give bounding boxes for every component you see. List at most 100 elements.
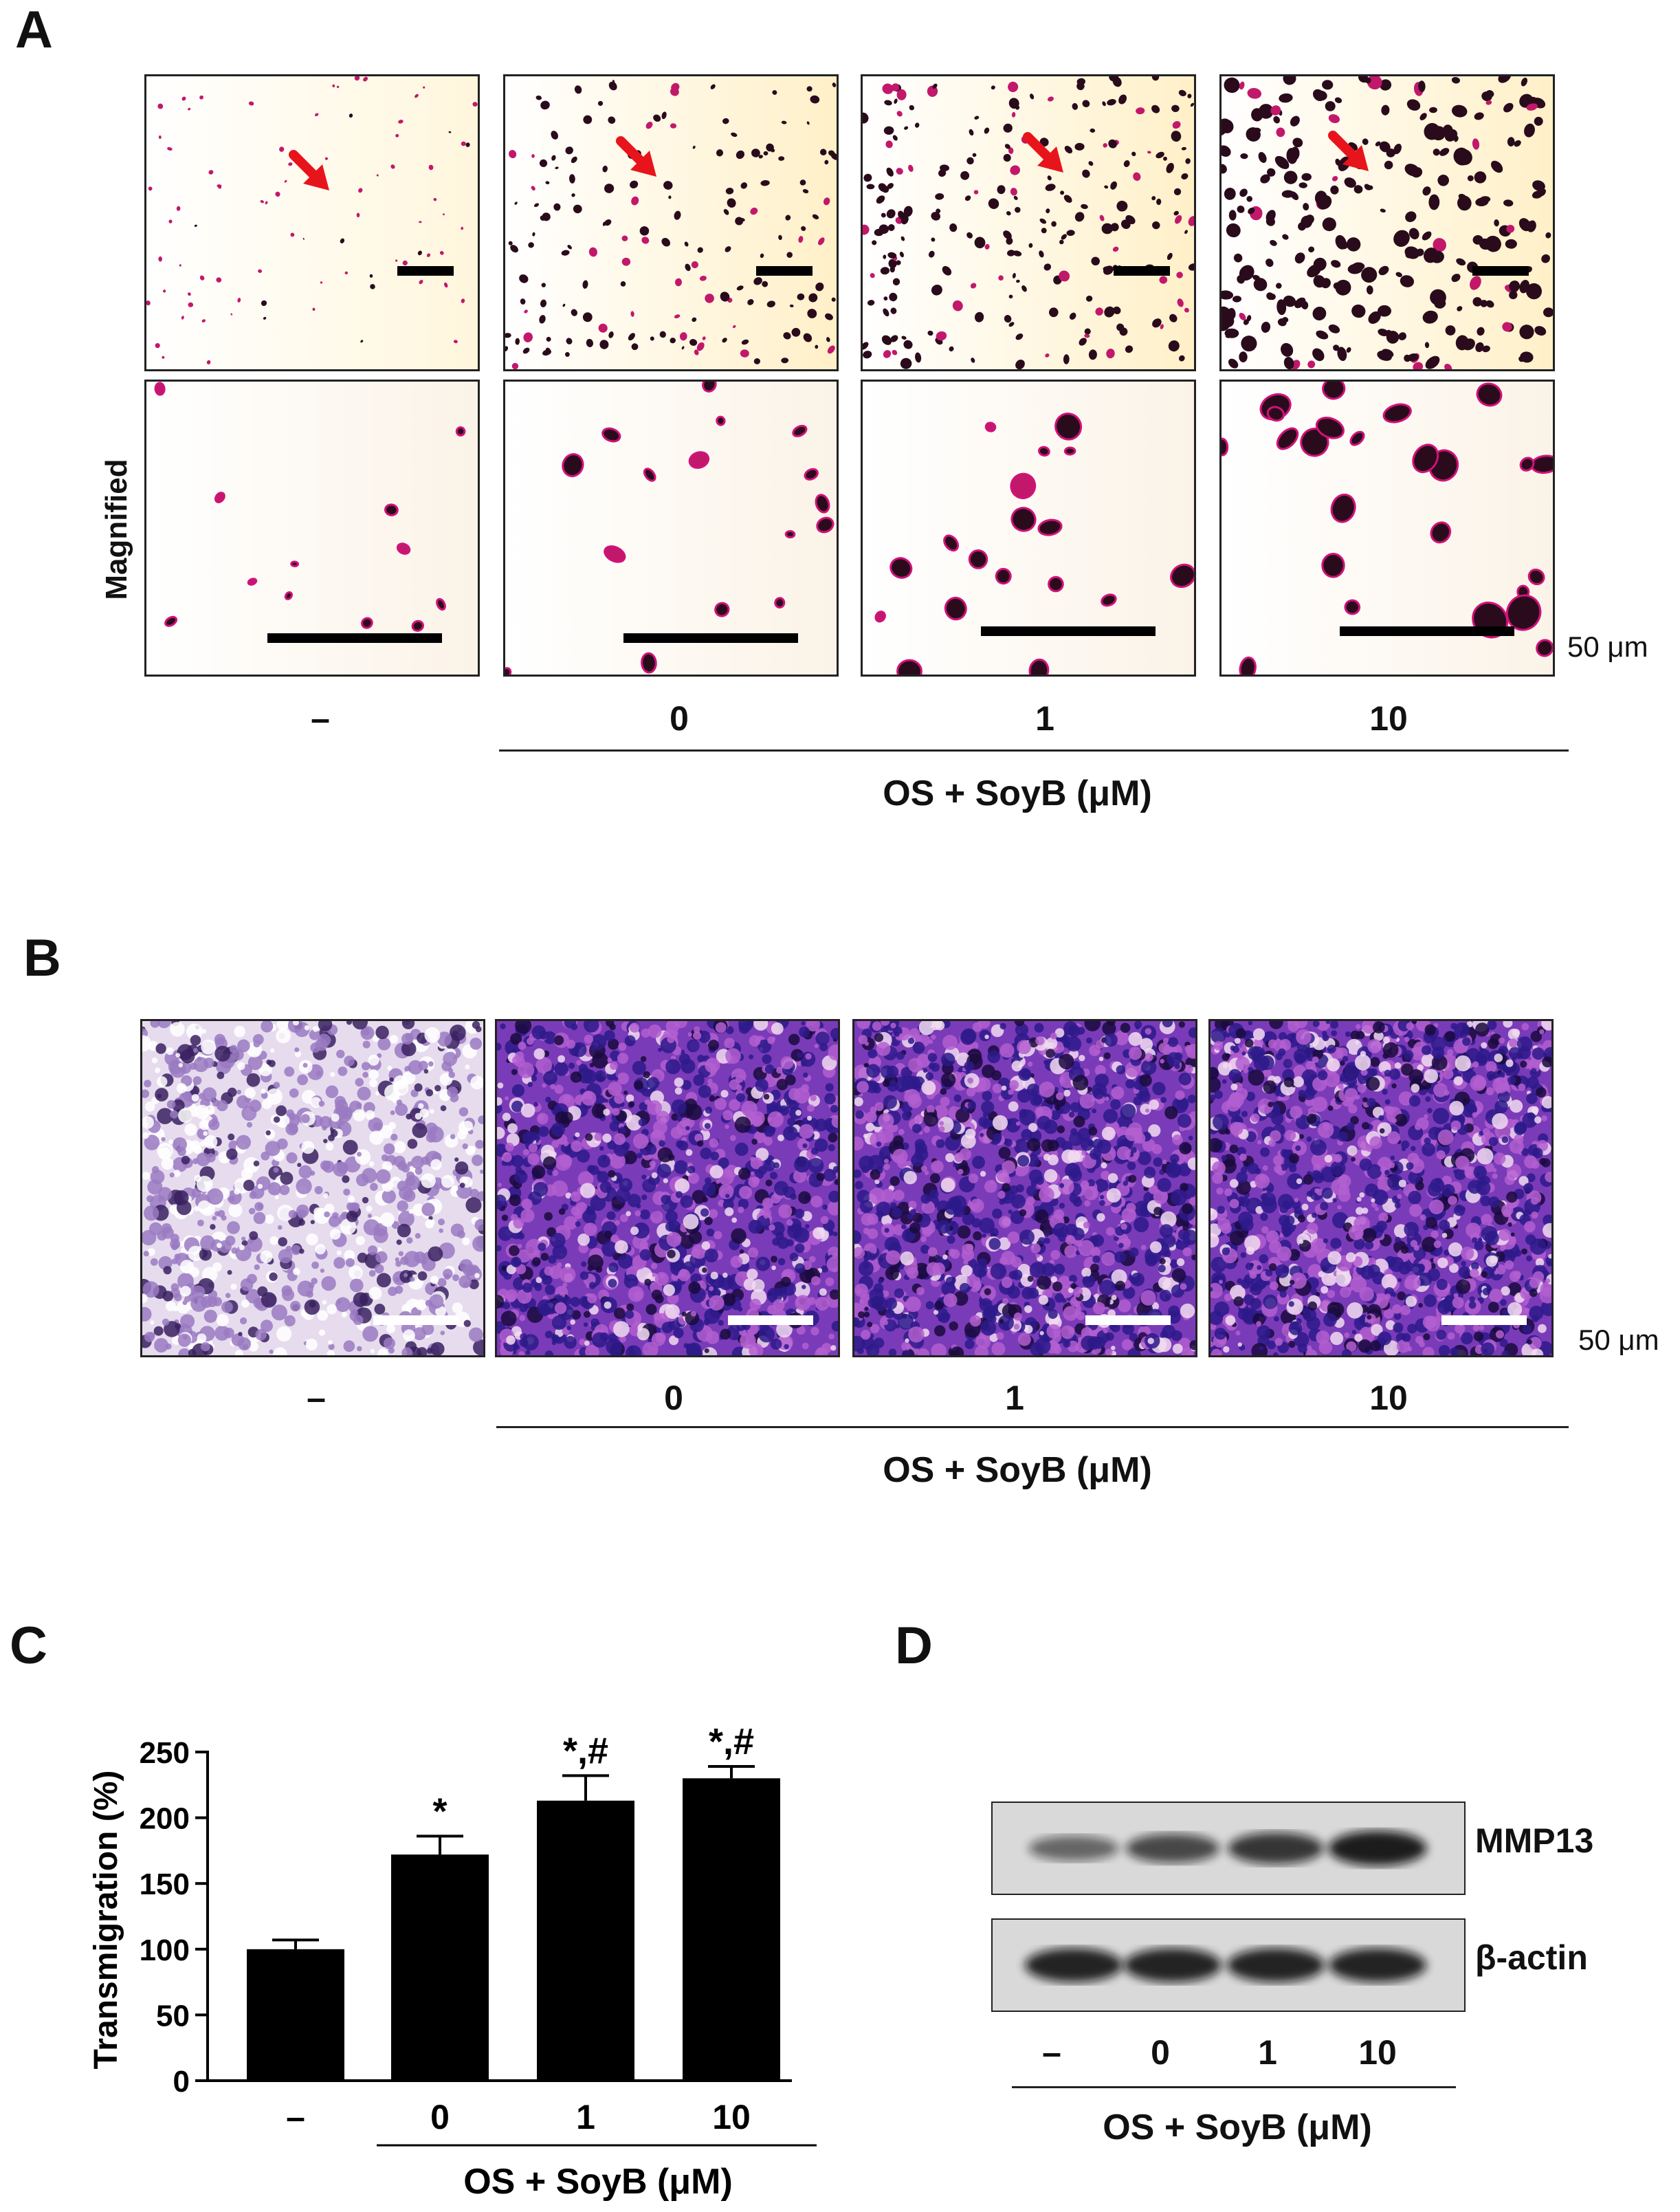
stained-cell <box>1007 250 1015 256</box>
stained-cell <box>931 284 942 296</box>
stained-cell <box>1290 146 1300 160</box>
stained-cell <box>966 232 973 239</box>
stained-cell <box>863 342 869 350</box>
stained-cell <box>1015 333 1024 340</box>
stained-cell <box>439 251 444 255</box>
stained-cell <box>314 113 319 117</box>
stained-cell <box>1147 151 1151 154</box>
stained-cell <box>1412 444 1439 474</box>
stained-cell <box>1069 312 1076 320</box>
stained-cell <box>725 246 731 252</box>
stained-cell <box>1041 228 1047 234</box>
stained-cell <box>884 100 892 106</box>
stained-cell <box>332 84 335 87</box>
stained-cell <box>1292 138 1303 148</box>
stained-cell <box>356 212 360 218</box>
stained-cell <box>1173 188 1182 196</box>
stained-cell <box>705 294 714 303</box>
stained-cell <box>562 453 584 477</box>
stained-cell <box>1381 105 1390 116</box>
scale-bar <box>981 626 1156 636</box>
stained-cell <box>465 142 470 147</box>
stained-cell <box>630 180 639 188</box>
stained-cell <box>604 545 626 563</box>
stained-cell <box>472 102 478 107</box>
stained-cell <box>694 349 699 355</box>
stained-cell <box>1222 164 1227 174</box>
stained-cell <box>539 159 548 168</box>
stained-cell <box>444 282 448 288</box>
y-tick-label: 50 <box>156 1999 190 2033</box>
stained-cell <box>1454 135 1459 142</box>
panel-b-tile-control <box>140 1019 485 1357</box>
panel-a-cond-control: – <box>311 699 330 738</box>
stained-cell <box>608 331 614 338</box>
stained-cell <box>1525 283 1543 300</box>
stained-cell <box>1439 148 1450 156</box>
stained-cell <box>1104 185 1109 189</box>
stained-cell <box>661 111 667 120</box>
stained-cell <box>890 335 898 342</box>
stained-cell <box>1335 158 1341 166</box>
stained-cell <box>1344 177 1356 188</box>
stained-cell <box>668 195 672 199</box>
panel-b-group-label: OS + SoyB (μM) <box>883 1450 1152 1490</box>
stained-cell <box>1222 123 1228 136</box>
stained-cell <box>1099 215 1105 221</box>
stained-cell <box>176 206 181 211</box>
red-arrow-icon <box>289 150 329 190</box>
stained-cell <box>819 149 827 156</box>
stained-cell <box>370 284 375 289</box>
stained-cell <box>608 81 617 91</box>
stained-cell <box>390 164 395 169</box>
stained-cell <box>883 254 887 259</box>
stained-cell <box>1178 89 1186 97</box>
stained-cell <box>515 338 520 345</box>
stained-cell <box>903 206 913 217</box>
stained-cell <box>540 215 546 221</box>
stained-cell <box>1382 403 1412 424</box>
stained-cell <box>1103 266 1109 271</box>
stained-cell <box>798 236 804 243</box>
stained-cell <box>1472 234 1483 245</box>
stained-cell <box>1101 223 1113 234</box>
stained-cell <box>1006 237 1013 245</box>
stained-cell <box>1503 199 1514 207</box>
stained-cell <box>685 263 691 272</box>
stained-cell <box>1004 144 1010 149</box>
stained-cell <box>889 557 913 579</box>
stained-cell <box>540 299 547 307</box>
panel-b-tile-1 <box>852 1019 1197 1357</box>
stained-cell <box>896 260 901 265</box>
stained-cell <box>1274 155 1290 169</box>
stained-cell <box>639 226 650 236</box>
stained-cell <box>874 611 886 623</box>
stained-cell <box>433 197 437 201</box>
stained-cell <box>540 100 550 110</box>
stained-cell <box>562 303 566 307</box>
panel-d-letter: D <box>895 1617 933 1675</box>
panel-b-tile-0 <box>495 1019 840 1357</box>
stained-cell <box>1013 195 1018 200</box>
stained-cell <box>1251 108 1263 122</box>
stained-cell <box>261 300 267 307</box>
stained-cell <box>966 157 974 165</box>
stained-cell <box>797 293 805 300</box>
stained-cell <box>1502 322 1512 332</box>
panel-d-cond-10: 10 <box>1358 2033 1397 2072</box>
stained-cell <box>653 114 661 122</box>
stained-cell <box>723 208 729 215</box>
stained-cell <box>1419 113 1427 120</box>
stained-cell <box>1265 259 1274 267</box>
stained-cell <box>320 281 323 284</box>
stained-cell <box>1294 297 1306 309</box>
blot-band <box>1124 1948 1222 1982</box>
stained-cell <box>1113 306 1121 315</box>
stained-cell <box>892 278 900 286</box>
x-tick-label: 1 <box>576 2098 595 2136</box>
stained-cell <box>867 300 875 306</box>
stained-cell <box>1379 141 1391 153</box>
stained-cell <box>1177 298 1184 307</box>
stained-cell <box>230 313 233 316</box>
stained-cell <box>162 355 165 359</box>
